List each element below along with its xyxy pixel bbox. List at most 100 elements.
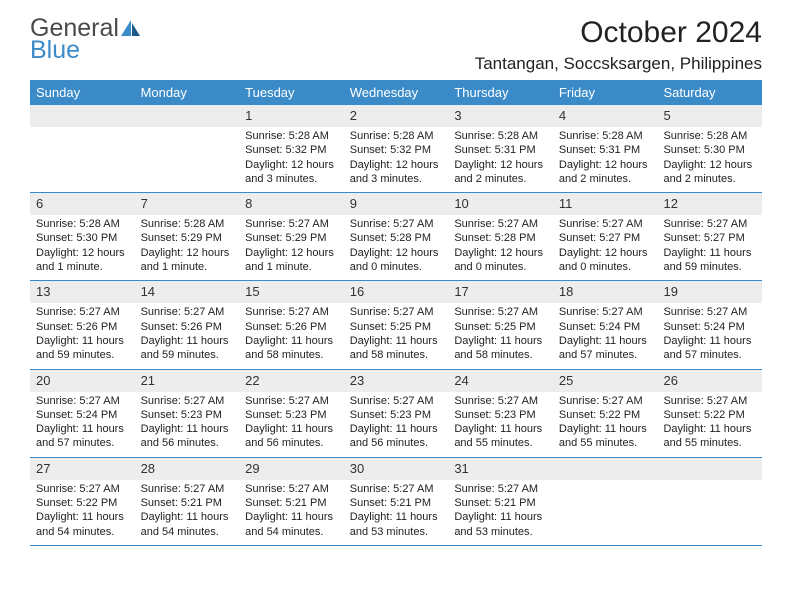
day-header-row: SundayMondayTuesdayWednesdayThursdayFrid…: [30, 80, 762, 105]
day-header: Saturday: [657, 80, 762, 105]
cell-body: Sunrise: 5:27 AMSunset: 5:24 PMDaylight:…: [553, 303, 658, 368]
sunset-line: Sunset: 5:23 PM: [141, 408, 234, 422]
day-number: 15: [245, 284, 259, 299]
sunset-line: Sunset: 5:26 PM: [141, 320, 234, 334]
calendar-cell: 26Sunrise: 5:27 AMSunset: 5:22 PMDayligh…: [657, 370, 762, 457]
sunrise-line: Sunrise: 5:27 AM: [663, 394, 756, 408]
day-number: 3: [454, 108, 461, 123]
cell-body: Sunrise: 5:27 AMSunset: 5:27 PMDaylight:…: [553, 215, 658, 280]
sunset-line: Sunset: 5:24 PM: [663, 320, 756, 334]
sunset-line: Sunset: 5:26 PM: [245, 320, 338, 334]
cell-body: Sunrise: 5:27 AMSunset: 5:25 PMDaylight:…: [344, 303, 449, 368]
sunset-line: Sunset: 5:32 PM: [245, 143, 338, 157]
day-number: [141, 108, 145, 123]
daynum-row: 18: [553, 281, 658, 303]
daynum-row: 30: [344, 458, 449, 480]
calendar-cell: 19 Sunrise: 5:27 AMSunset: 5:24 PMDayligh…: [657, 281, 762, 368]
calendar-cell: 12Sunrise: 5:27 AMSunset: 5:27 PMDayligh…: [657, 193, 762, 280]
daynum-row: 12: [657, 193, 762, 215]
sunrise-line: Sunrise: 5:27 AM: [350, 394, 443, 408]
sunrise-line: Sunrise: 5:27 AM: [141, 394, 234, 408]
sunrise-line: Sunrise: 5:28 AM: [36, 217, 129, 231]
daynum-row: 1: [239, 105, 344, 127]
day-number: 1: [245, 108, 252, 123]
cell-body: Sunrise: 5:27 AMSunset: 5:22 PMDaylight:…: [30, 480, 135, 545]
calendar-cell: [553, 458, 658, 545]
cell-body: Sunrise: 5:28 AMSunset: 5:29 PMDaylight:…: [135, 215, 240, 280]
daynum-row: 8: [239, 193, 344, 215]
sunset-line: Sunset: 5:29 PM: [141, 231, 234, 245]
sunset-line: Sunset: 5:27 PM: [559, 231, 652, 245]
sunrise-line: Sunrise: 5:28 AM: [350, 129, 443, 143]
calendar-cell: [30, 105, 135, 192]
calendar-cell: 16Sunrise: 5:27 AMSunset: 5:25 PMDayligh…: [344, 281, 449, 368]
day-header: Thursday: [448, 80, 553, 105]
day-number: 18: [559, 284, 573, 299]
calendar-cell: 29Sunrise: 5:27 AMSunset: 5:21 PMDayligh…: [239, 458, 344, 545]
day-number: 9: [350, 196, 357, 211]
cell-body: Sunrise: 5:27 AMSunset: 5:26 PMDaylight:…: [239, 303, 344, 368]
daylight-line: Daylight: 11 hours and 57 minutes.: [559, 334, 652, 363]
daylight-line: Daylight: 12 hours and 2 minutes.: [663, 158, 756, 187]
sunset-line: Sunset: 5:28 PM: [454, 231, 547, 245]
daylight-line: Daylight: 11 hours and 58 minutes.: [454, 334, 547, 363]
daynum-row: 20: [30, 370, 135, 392]
week-row: 6Sunrise: 5:28 AMSunset: 5:30 PMDaylight…: [30, 193, 762, 281]
day-number: 22: [245, 373, 259, 388]
daynum-row: 5: [657, 105, 762, 127]
day-number: 25: [559, 373, 573, 388]
day-header: Wednesday: [344, 80, 449, 105]
cell-body: Sunrise: 5:27 AMSunset: 5:26 PMDaylight:…: [30, 303, 135, 368]
sunset-line: Sunset: 5:24 PM: [559, 320, 652, 334]
day-number: 10: [454, 196, 468, 211]
calendar-cell: 20Sunrise: 5:27 AMSunset: 5:24 PMDayligh…: [30, 370, 135, 457]
cell-body: Sunrise: 5:27 AMSunset: 5:23 PMDaylight:…: [344, 392, 449, 457]
cell-body: Sunrise: 5:27 AMSunset: 5:24 PMDaylight:…: [30, 392, 135, 457]
calendar-weeks: 1Sunrise: 5:28 AMSunset: 5:32 PMDaylight…: [30, 105, 762, 546]
sunrise-line: Sunrise: 5:27 AM: [350, 305, 443, 319]
sunrise-line: Sunrise: 5:27 AM: [245, 482, 338, 496]
cell-body: Sunrise: 5:27 AMSunset: 5:24 PMDaylight:…: [657, 303, 762, 368]
calendar-cell: 18 Sunrise: 5:27 AMSunset: 5:24 PMDayligh…: [553, 281, 658, 368]
sunset-line: Sunset: 5:21 PM: [141, 496, 234, 510]
calendar-cell: 25Sunrise: 5:27 AMSunset: 5:22 PMDayligh…: [553, 370, 658, 457]
daylight-line: Daylight: 11 hours and 58 minutes.: [350, 334, 443, 363]
cell-body: Sunrise: 5:27 AMSunset: 5:26 PMDaylight:…: [135, 303, 240, 368]
week-row: 20Sunrise: 5:27 AMSunset: 5:24 PMDayligh…: [30, 370, 762, 458]
cell-body: Sunrise: 5:27 AMSunset: 5:21 PMDaylight:…: [239, 480, 344, 545]
day-number: 2: [350, 108, 357, 123]
daylight-line: Daylight: 11 hours and 59 minutes.: [663, 246, 756, 275]
calendar-cell: 1Sunrise: 5:28 AMSunset: 5:32 PMDaylight…: [239, 105, 344, 192]
cell-body: Sunrise: 5:27 AMSunset: 5:29 PMDaylight:…: [239, 215, 344, 280]
calendar-cell: 15 Sunrise: 5:27 AMSunset: 5:26 PMDayligh…: [239, 281, 344, 368]
location: Tantangan, Soccsksargen, Philippines: [475, 54, 762, 74]
calendar-cell: 24Sunrise: 5:27 AMSunset: 5:23 PMDayligh…: [448, 370, 553, 457]
sunset-line: Sunset: 5:23 PM: [454, 408, 547, 422]
daynum-row: 14: [135, 281, 240, 303]
daynum-row: 27: [30, 458, 135, 480]
day-number: 19: [663, 284, 677, 299]
cell-body: [30, 127, 135, 135]
daylight-line: Daylight: 11 hours and 53 minutes.: [454, 510, 547, 539]
daynum-row: [657, 458, 762, 480]
daylight-line: Daylight: 12 hours and 1 minute.: [36, 246, 129, 275]
sunset-line: Sunset: 5:32 PM: [350, 143, 443, 157]
daynum-row: 21: [135, 370, 240, 392]
daynum-row: 16: [344, 281, 449, 303]
sunset-line: Sunset: 5:22 PM: [663, 408, 756, 422]
calendar-cell: 27Sunrise: 5:27 AMSunset: 5:22 PMDayligh…: [30, 458, 135, 545]
sunset-line: Sunset: 5:30 PM: [663, 143, 756, 157]
calendar-cell: 22Sunrise: 5:27 AMSunset: 5:23 PMDayligh…: [239, 370, 344, 457]
day-header: Tuesday: [239, 80, 344, 105]
calendar-cell: [657, 458, 762, 545]
day-number: 12: [663, 196, 677, 211]
sunrise-line: Sunrise: 5:27 AM: [559, 394, 652, 408]
calendar-cell: 5Sunrise: 5:28 AMSunset: 5:30 PMDaylight…: [657, 105, 762, 192]
daynum-row: 19: [657, 281, 762, 303]
day-number: 26: [663, 373, 677, 388]
day-number: [663, 461, 667, 476]
daylight-line: Daylight: 11 hours and 55 minutes.: [454, 422, 547, 451]
daylight-line: Daylight: 11 hours and 54 minutes.: [245, 510, 338, 539]
week-row: 1Sunrise: 5:28 AMSunset: 5:32 PMDaylight…: [30, 105, 762, 193]
calendar-cell: 28Sunrise: 5:27 AMSunset: 5:21 PMDayligh…: [135, 458, 240, 545]
